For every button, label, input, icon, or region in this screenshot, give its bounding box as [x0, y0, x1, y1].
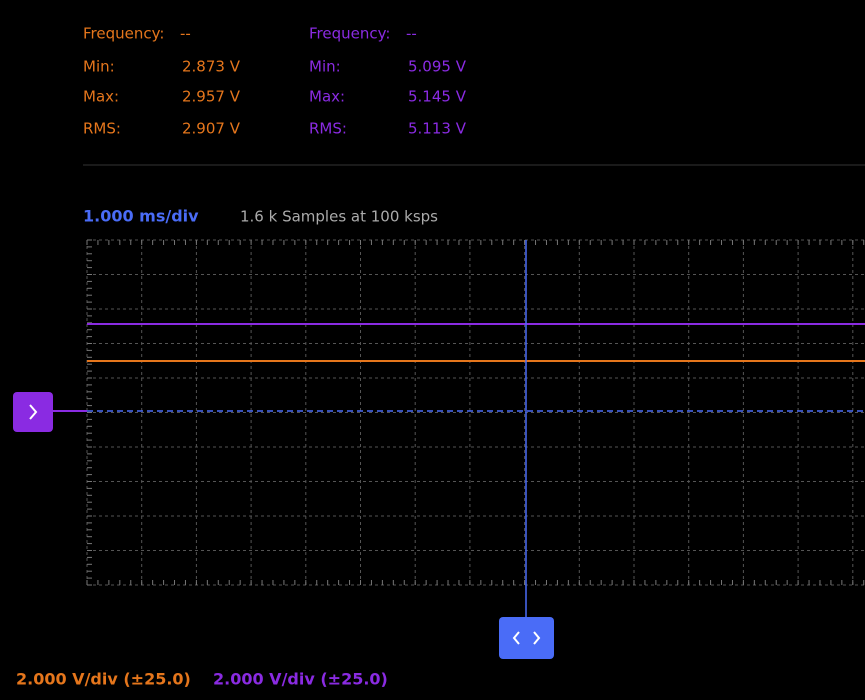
stat-label: RMS:: [309, 120, 347, 138]
stat-value: 2.957 V: [182, 88, 241, 106]
stat-label: RMS:: [83, 120, 121, 138]
trigger-level-handle[interactable]: [13, 392, 53, 432]
stat-label: Min:: [309, 58, 341, 76]
frequency-value: --: [406, 25, 417, 43]
channel-scale: 2.000 V/div (±25.0): [16, 670, 191, 689]
stat-value: 2.907 V: [182, 120, 241, 138]
stat-value: 5.113 V: [408, 120, 467, 138]
stat-value: 2.873 V: [182, 58, 241, 76]
grid: [86, 239, 865, 586]
sample-info: 1.6 k Samples at 100 ksps: [240, 208, 438, 226]
timebase: 1.000 ms/div: [83, 207, 199, 226]
trigger-time-handle[interactable]: [499, 617, 554, 659]
channel-scale: 2.000 V/div (±25.0): [213, 670, 388, 689]
frequency-value: --: [180, 25, 191, 43]
stat-value: 5.145 V: [408, 88, 467, 106]
stat-label: Min:: [83, 58, 115, 76]
frequency-label: Frequency:: [309, 25, 390, 43]
frequency-label: Frequency:: [83, 25, 164, 43]
stat-value: 5.095 V: [408, 58, 467, 76]
stat-label: Max:: [309, 88, 345, 106]
stat-label: Max:: [83, 88, 119, 106]
